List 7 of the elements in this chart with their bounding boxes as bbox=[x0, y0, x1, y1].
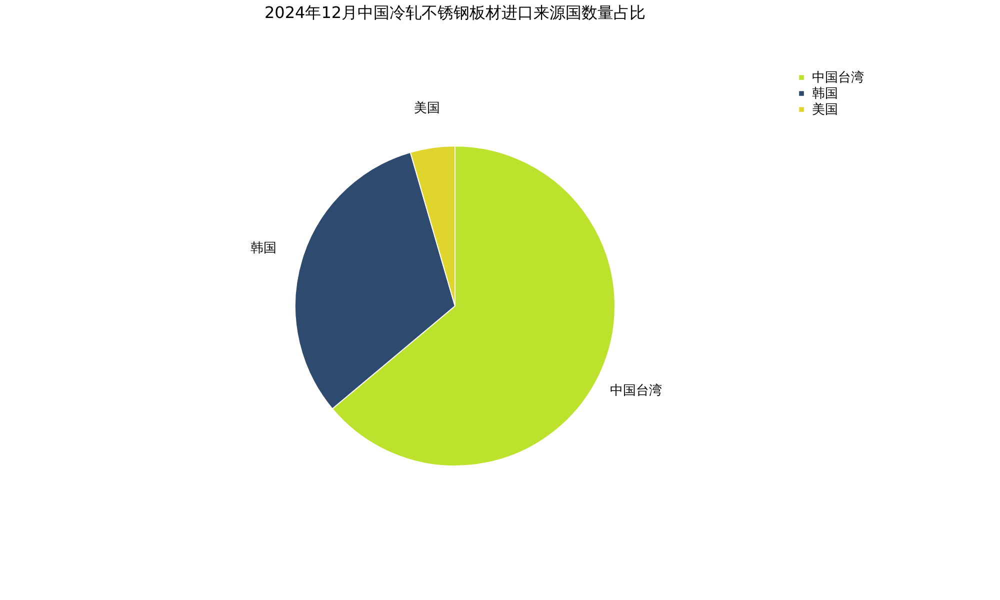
slice-label: 中国台湾 bbox=[610, 382, 662, 399]
legend-label: 韩国 bbox=[812, 86, 838, 102]
legend-label: 中国台湾 bbox=[812, 70, 864, 86]
chart-title: 2024年12月中国冷轧不锈钢板材进口来源国数量占比 bbox=[264, 3, 646, 22]
slice-label: 美国 bbox=[414, 100, 440, 116]
slice-label: 韩国 bbox=[250, 240, 277, 256]
legend-label: 美国 bbox=[812, 102, 838, 118]
